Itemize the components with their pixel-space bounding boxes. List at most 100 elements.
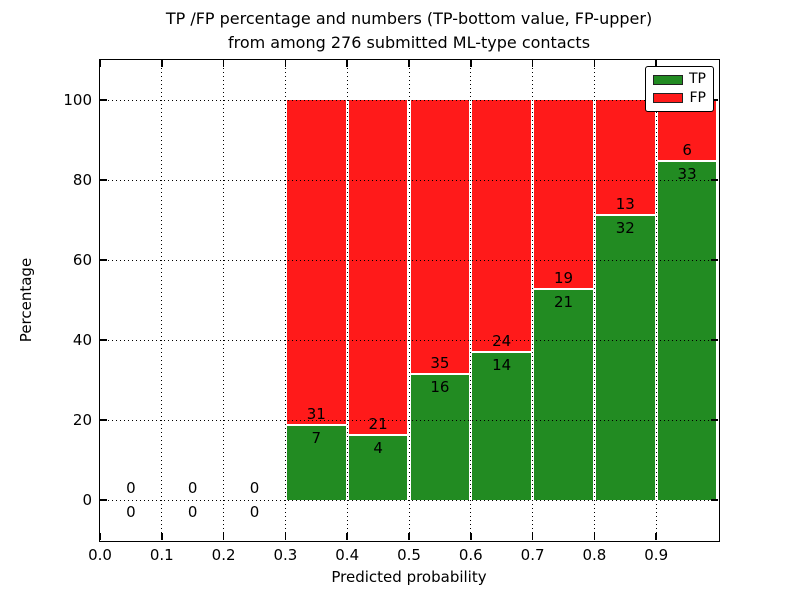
y-tick-right [711,179,718,181]
x-tick-label: 0.8 [582,546,607,564]
y-tick-right [711,259,718,261]
x-tick-top [470,60,472,67]
y-tick-left [100,179,107,181]
bar-segment-fp [348,100,408,436]
x-tick-bottom [408,533,410,540]
x-tick-bottom [655,533,657,540]
bar-segment-fp [286,100,346,427]
bar-count-fp: 21 [368,415,388,433]
bar-segment-tp [472,352,532,500]
fp-legend-swatch [653,93,683,104]
x-tick-label: 0.3 [273,546,298,564]
tp-legend-label: TP [689,71,706,88]
v-gridline [532,60,534,540]
x-tick-bottom [593,533,596,540]
bar-count-fp: 13 [615,194,635,213]
y-tick-label: 80 [72,171,92,189]
legend-entry-tp: TP [653,72,706,87]
bar-segment-tp [534,290,593,500]
x-tick-label: 0.2 [211,546,236,564]
bar-segment-tp [286,426,346,500]
bar-count-tp: 0 [126,503,136,521]
bar-count-tp: 16 [430,377,450,396]
x-tick-top [284,60,287,67]
x-tick-label: 0.0 [88,546,112,564]
x-tick-bottom [284,533,287,540]
y-tick-left [100,259,107,261]
chart-title: TP /FP percentage and numbers (TP-bottom… [165,9,653,28]
chart-title-block: TP /FP percentage and numbers (TP-bottom… [166,7,652,55]
x-tick-top [99,60,101,67]
bar-segment-fp [534,100,593,290]
y-tick-label: 20 [72,411,92,429]
x-tick-top [655,60,657,67]
x-tick-top [593,60,596,67]
y-tick-right [711,499,718,501]
x-tick-top [222,60,225,67]
v-gridline [346,60,348,540]
bar-segment-fp [410,100,470,375]
y-tick-left [100,339,107,341]
bar-segment-tp [657,161,717,500]
bar-count-fp: 31 [306,405,326,424]
x-tick-bottom [99,533,101,540]
y-tick-label: 40 [72,331,92,349]
v-gridline [593,60,595,540]
x-tick-bottom [346,533,348,540]
v-gridline [655,60,657,540]
bar-count-tp: 33 [677,164,697,183]
x-tick-bottom [161,533,163,540]
legend-entry-fp: FP [653,89,707,106]
x-tick-label: 0.4 [335,546,360,564]
v-gridline [470,60,472,540]
bar-count-fp: 0 [126,479,136,497]
fp-legend-label: FP [689,89,707,106]
bar-segment-tp [410,374,470,500]
bar-count-tp: 32 [615,218,635,237]
bar-count-tp: 4 [373,439,383,457]
bar-segment-tp [595,215,655,500]
bar-segment-fp [595,100,655,216]
y-tick-left [100,99,107,101]
tp-legend-swatch [653,74,683,85]
y-tick-label: 60 [72,251,92,269]
bar-count-fp: 35 [430,353,450,372]
x-tick-bottom [531,533,534,540]
y-tick-right [711,419,718,421]
bar-count-tp: 21 [553,293,574,311]
x-axis-label: Predicted probability [331,568,487,586]
chart-subtitle: from among 276 submitted ML-type contact… [227,33,591,52]
x-tick-top [161,60,163,67]
bar-count-tp: 0 [187,503,198,521]
bar-count-tp: 14 [492,355,512,374]
bar-segment-fp [472,100,532,353]
bar-count-fp: 0 [249,479,260,497]
x-tick-label: 0.6 [458,546,483,564]
x-tick-label: 0.1 [149,546,174,564]
x-tick-top [346,60,348,67]
v-gridline [223,60,225,540]
x-tick-label: 0.9 [644,546,669,564]
bar-count-fp: 24 [492,331,512,350]
bar-segment-tp [348,436,408,500]
legend: TP FP [645,66,714,112]
y-tick-left [100,499,107,501]
x-tick-bottom [470,533,472,540]
y-tick-left [100,419,107,421]
v-gridline [284,60,286,540]
bar-count-tp: 0 [249,503,260,521]
bar-count-fp: 6 [682,140,692,159]
y-tick-label: 100 [63,91,92,109]
x-tick-top [408,60,410,67]
y-tick-right [711,99,718,101]
x-tick-label: 0.5 [397,546,421,564]
bar-count-tp: 7 [311,429,322,448]
y-tick-right [711,339,718,341]
y-tick-label: 0 [82,491,92,509]
x-tick-label: 0.7 [520,546,545,564]
x-tick-bottom [222,533,225,540]
v-gridline [161,60,163,540]
x-tick-top [531,60,534,67]
bar-count-fp: 19 [553,269,574,287]
